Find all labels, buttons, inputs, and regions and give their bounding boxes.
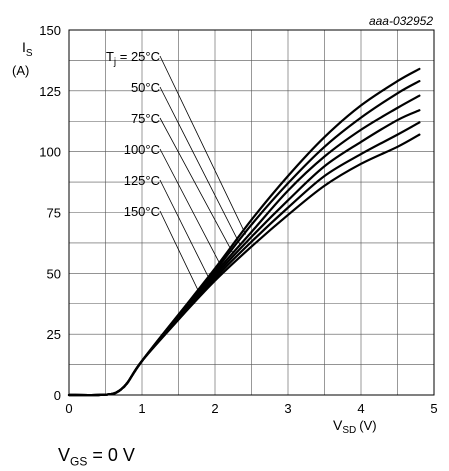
plot-frame [68, 29, 435, 396]
y-tick-label: 0 [54, 388, 61, 403]
legend-leader-5 [159, 179, 212, 284]
y-tick-label: 100 [39, 145, 61, 160]
x-axis-label-sub: SD [342, 425, 356, 436]
legend-leaders [159, 55, 247, 296]
series-line-6 [67, 133, 421, 397]
series-line-2 [67, 80, 421, 397]
footnote-main: V [58, 445, 71, 465]
x-tick-label: 3 [284, 401, 291, 416]
legend-leader-3 [159, 117, 234, 255]
y-axis-label-main: I [22, 39, 26, 55]
y-axis-label: IS [22, 39, 33, 59]
x-tick-label: 4 [357, 401, 364, 416]
legend-label-1: Tj = 25°C [106, 49, 160, 68]
legend-leader-2 [159, 86, 241, 245]
curves [67, 67, 421, 397]
y-axis-label-sub: S [26, 48, 33, 59]
legend-leader-1 [159, 55, 247, 235]
x-axis-label-main: V [333, 417, 343, 433]
legend-label-3: 75°C [131, 111, 160, 126]
x-axis-label-unit: (V) [359, 418, 376, 433]
y-tick-label: 125 [39, 84, 61, 99]
x-tick-label: 5 [430, 401, 437, 416]
legend-leader-4 [159, 148, 223, 269]
y-axis-unit: (A) [12, 63, 29, 78]
y-tick-label: 50 [47, 266, 61, 281]
x-axis-label: VSD (V) [333, 417, 377, 436]
legend-label-2: 50°C [131, 80, 160, 95]
series-line-5 [67, 121, 421, 397]
legend-leader-6 [159, 210, 201, 296]
y-tick-label: 25 [47, 327, 61, 342]
y-ticks: 0 25 50 75 100 125 150 [39, 23, 61, 403]
footnote-condition: VGS = 0 V [58, 446, 135, 468]
footnote-sub: GS [70, 454, 88, 469]
x-tick-label: 0 [65, 401, 72, 416]
legend-label-6: 150°C [124, 204, 160, 219]
x-tick-label: 2 [211, 401, 218, 416]
x-ticks: 0 1 2 3 4 5 [65, 401, 437, 416]
legend-labels: Tj = 25°C 50°C 75°C 100°C 125°C 150°C [106, 49, 160, 219]
y-tick-label: 150 [39, 23, 61, 38]
y-tick-label: 75 [47, 206, 61, 221]
legend-label-4: 100°C [124, 142, 160, 157]
footnote-rest: = 0 V [87, 445, 135, 465]
figure-id: aaa-032952 [369, 14, 433, 28]
x-tick-label: 1 [138, 401, 145, 416]
legend-label-5: 125°C [124, 173, 160, 188]
